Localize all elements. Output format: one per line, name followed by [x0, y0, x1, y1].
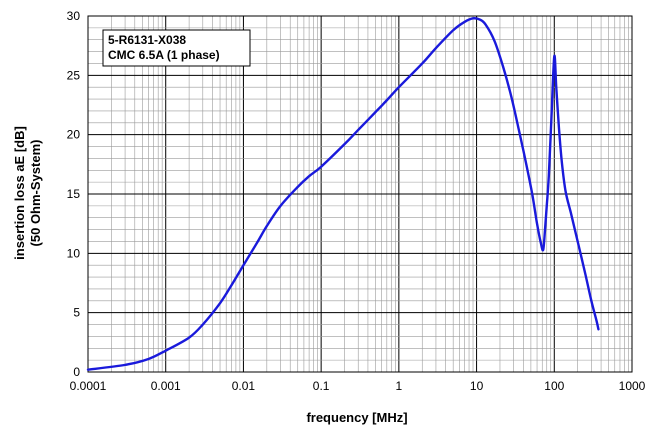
x-tick-label: 100	[544, 379, 564, 393]
legend-line-2: CMC 6.5A (1 phase)	[108, 48, 220, 62]
x-tick-label: 10	[470, 379, 484, 393]
insertion-loss-series-line	[86, 17, 600, 371]
x-tick-label: 0.1	[313, 379, 330, 393]
x-axis-title: frequency [MHz]	[306, 410, 407, 425]
y-tick-label: 10	[67, 246, 81, 260]
x-tick-label: 0.01	[232, 379, 256, 393]
grid-lines	[87, 15, 632, 373]
legend-line-1: 5-R6131-X038	[108, 33, 186, 47]
y-tick-label: 0	[73, 365, 80, 379]
y-axis-tick-labels: 0 5 10 15 20 25 30	[67, 9, 81, 379]
x-tick-label: 0.001	[151, 379, 181, 393]
y-tick-label: 5	[73, 306, 80, 320]
legend-box: 5-R6131-X038 CMC 6.5A (1 phase)	[102, 29, 251, 67]
x-tick-label: 1	[396, 379, 403, 393]
x-axis-tick-labels: 0.0001 0.001 0.01 0.1 1 10 100 1000	[70, 379, 646, 393]
legend-box-frame	[102, 29, 251, 67]
y-tick-label: 20	[67, 128, 81, 142]
y-tick-label: 30	[67, 9, 81, 23]
plot-area-frame	[87, 15, 633, 373]
y-axis-title-line-1: insertion loss aE [dB]	[12, 126, 27, 260]
y-tick-label: 15	[67, 187, 81, 201]
x-tick-label: 0.0001	[70, 379, 107, 393]
y-axis-title-line-2: (50 Ohm-System)	[28, 140, 43, 247]
y-tick-label: 25	[67, 68, 81, 82]
x-tick-label: 1000	[619, 379, 646, 393]
